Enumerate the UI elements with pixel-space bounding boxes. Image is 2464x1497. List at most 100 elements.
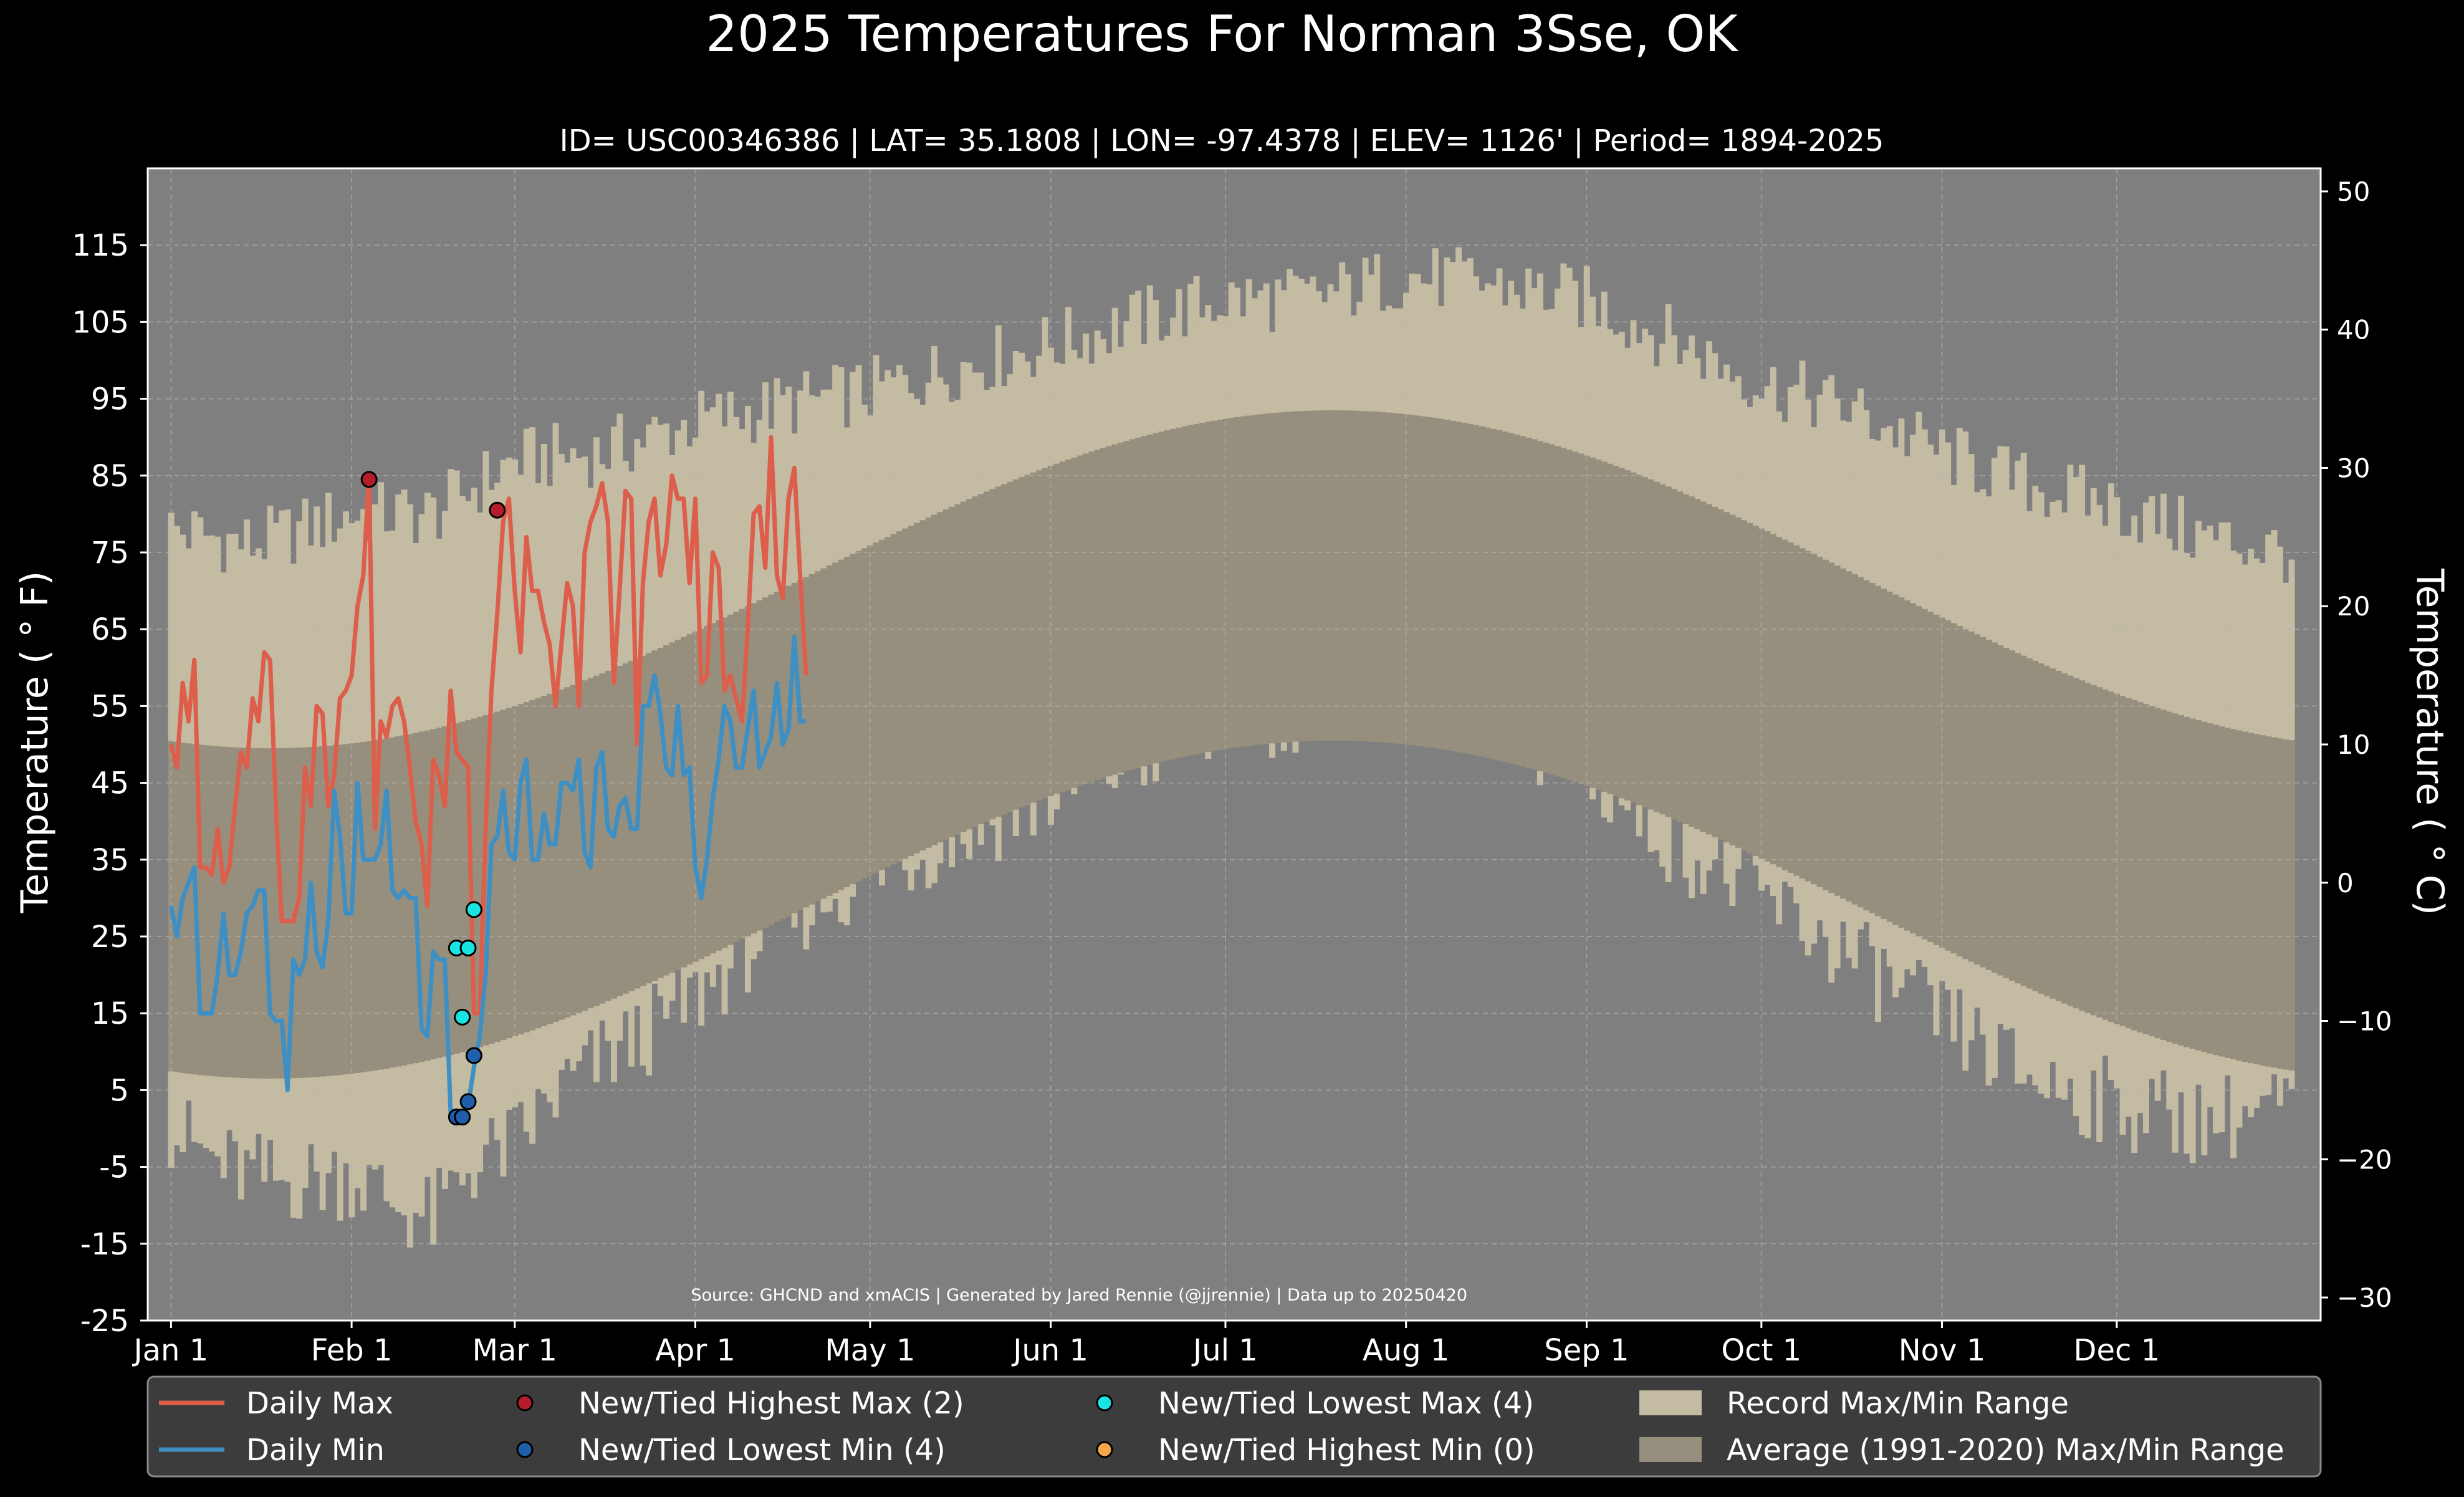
- normal-range-bar: [1717, 509, 1724, 840]
- normal-range-bar: [2184, 716, 2190, 1047]
- normal-range-bar: [331, 745, 338, 1076]
- normal-range-bar: [1379, 412, 1386, 743]
- normal-range-bar: [925, 517, 932, 848]
- normal-range-bar: [1490, 428, 1497, 759]
- normal-range-bar: [1513, 434, 1520, 765]
- normal-range-bar: [337, 744, 343, 1076]
- normal-range-bar: [2015, 653, 2021, 984]
- record-marker: [454, 1109, 471, 1126]
- normal-range-bar: [873, 542, 880, 873]
- normal-range-bar: [1735, 517, 1742, 848]
- normal-range-bar: [1123, 441, 1130, 771]
- normal-range-bar: [1583, 455, 1590, 786]
- normal-range-bar: [1741, 520, 1748, 851]
- y-tick-label-right: 20: [2337, 591, 2370, 622]
- normal-range-bar: [319, 746, 326, 1077]
- normal-range-bar: [441, 726, 448, 1057]
- record-marker: [459, 939, 477, 956]
- normal-range-bar: [430, 729, 437, 1060]
- normal-range-bar: [2207, 723, 2213, 1054]
- normal-range-bar: [2224, 728, 2231, 1058]
- normal-range-bar: [1770, 534, 1776, 865]
- normal-range-bar: [1945, 620, 1952, 951]
- normal-range-bar: [1531, 439, 1538, 770]
- normal-range-bar: [1601, 461, 1608, 792]
- normal-range-bar: [2079, 680, 2086, 1011]
- legend-label: New/Tied Highest Min (0): [1158, 1433, 1535, 1468]
- normal-range-bar: [2271, 737, 2278, 1068]
- normal-range-bar: [1624, 470, 1631, 801]
- normal-range-bar: [1793, 545, 1800, 876]
- normal-range-bar: [1187, 425, 1194, 756]
- normal-range-bar: [249, 748, 256, 1079]
- normal-range-bar: [1292, 411, 1299, 742]
- normal-range-bar: [762, 597, 769, 928]
- normal-range-bar: [453, 723, 460, 1054]
- normal-range-bar: [2142, 704, 2149, 1034]
- normal-range-bar: [902, 528, 909, 859]
- normal-range-bar: [1193, 423, 1200, 754]
- normal-range-bar: [1927, 612, 1934, 943]
- normal-range-bar: [2201, 721, 2208, 1052]
- normal-range-bar: [2038, 663, 2045, 994]
- normal-range-bar: [1910, 603, 1917, 934]
- normal-range-bar: [1781, 539, 1788, 870]
- y-tick-label-right: 0: [2337, 868, 2354, 898]
- y-tick-label-left: 75: [91, 536, 129, 570]
- normal-range-bar: [1356, 410, 1363, 741]
- legend-swatch-patch: [1639, 1437, 1702, 1462]
- legend-label: Average (1991-2020) Max/Min Range: [1727, 1433, 2284, 1468]
- daily-min-line: [168, 635, 807, 1115]
- normal-range-bar: [564, 687, 571, 1018]
- y-tick-label-left: -5: [99, 1150, 129, 1185]
- normal-range-bar: [1141, 436, 1148, 767]
- normal-range-bar: [2096, 687, 2103, 1018]
- normal-range-bar: [1181, 426, 1188, 757]
- normal-range-bar: [1216, 420, 1223, 750]
- normal-range-bar: [214, 746, 221, 1077]
- normal-range-bar: [2172, 713, 2179, 1044]
- normal-range-bar: [1088, 451, 1095, 782]
- normal-range-bar: [2276, 738, 2283, 1069]
- normal-range-bar: [820, 568, 827, 899]
- normal-range-bar: [401, 735, 408, 1066]
- normal-range-bar: [1146, 434, 1153, 765]
- normal-range-bar: [575, 682, 582, 1013]
- normal-range-bar: [1956, 625, 1963, 956]
- normal-range-bar: [2288, 740, 2295, 1071]
- normal-range-bar: [1042, 468, 1048, 799]
- normal-range-bar: [966, 499, 973, 830]
- x-tick-label: May 1: [825, 1333, 915, 1368]
- legend-label: Daily Min: [246, 1433, 385, 1468]
- normal-range-bar: [1199, 423, 1206, 753]
- normal-range-bar: [2213, 724, 2220, 1056]
- normal-range-bar: [2003, 648, 2010, 978]
- normal-range-bar: [692, 631, 699, 962]
- record-marker: [459, 1093, 477, 1110]
- normal-range-bar: [1287, 412, 1293, 743]
- normal-range-bar: [1339, 410, 1346, 741]
- normal-range-bar: [1269, 413, 1276, 744]
- normal-range-bar: [2061, 673, 2068, 1004]
- normal-range-bar: [832, 562, 839, 893]
- normal-range-bar: [197, 744, 204, 1076]
- normal-range-bar: [640, 655, 646, 986]
- normal-range-bar: [972, 496, 979, 827]
- normal-range-bar: [1275, 412, 1282, 743]
- y-tick-label-right: −30: [2337, 1283, 2392, 1313]
- normal-range-bar: [1991, 642, 1998, 973]
- normal-range-bar: [884, 537, 891, 867]
- normal-range-bar: [494, 711, 501, 1042]
- normal-range-bar: [2154, 708, 2161, 1039]
- x-tick-label: Sep 1: [1544, 1333, 1629, 1368]
- normal-range-bar: [2102, 689, 2109, 1020]
- chart-title: 2025 Temperatures For Norman 3Sse, OK: [706, 5, 1739, 63]
- normal-range-bar: [1805, 551, 1811, 882]
- normal-range-bar: [558, 689, 565, 1020]
- normal-range-bar: [1752, 526, 1759, 856]
- normal-range-bar: [2283, 739, 2289, 1070]
- normal-range-bar: [1787, 542, 1794, 873]
- normal-range-bar: [1980, 637, 1987, 968]
- normal-range-bar: [226, 747, 233, 1077]
- y-axis-label-right: Temperature ( ° C): [2408, 568, 2452, 915]
